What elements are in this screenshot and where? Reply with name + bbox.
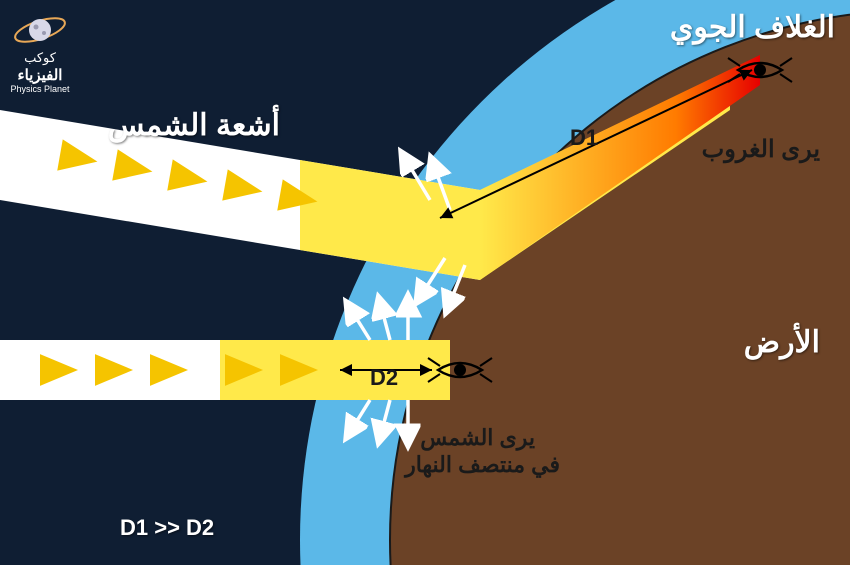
diagram-svg xyxy=(0,0,850,565)
earth-label: الأرض xyxy=(744,325,820,360)
logo-text-bottom: Physics Planet xyxy=(10,84,70,94)
atmosphere-label: الغلاف الجوي xyxy=(670,10,835,45)
logo-planet-icon xyxy=(10,10,70,50)
diagram-canvas: كوكب الفيزياء Physics Planet الغلاف الجو… xyxy=(0,0,850,565)
sunrays-label: أشعة الشمس xyxy=(108,108,280,143)
noon-observer-label-2: في منتصف النهار xyxy=(405,452,560,478)
distance-relation-label: D1 >> D2 xyxy=(120,515,214,541)
d1-label: D1 xyxy=(570,125,598,151)
noon-observer-label-1: يرى الشمس xyxy=(420,425,535,451)
d2-label: D2 xyxy=(370,365,398,391)
physics-planet-logo: كوكب الفيزياء Physics Planet xyxy=(10,10,70,94)
logo-text-top: كوكب xyxy=(10,50,70,66)
sunset-observer-label: يرى الغروب xyxy=(702,135,820,164)
logo-text-mid: الفيزياء xyxy=(10,66,70,84)
